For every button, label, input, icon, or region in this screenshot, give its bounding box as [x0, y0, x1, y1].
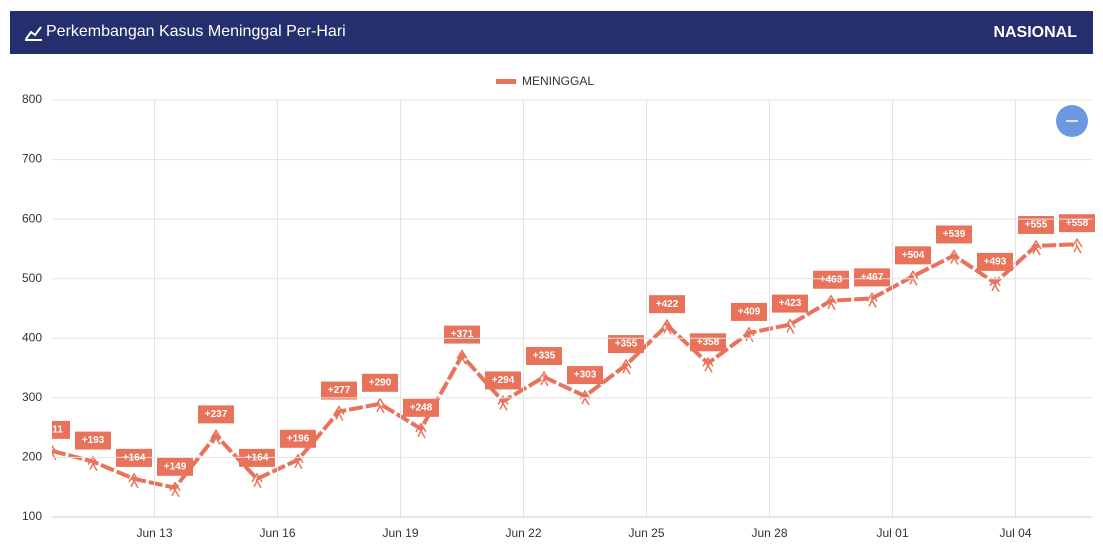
value-label-box: [813, 270, 849, 289]
value-label-box: [649, 295, 685, 314]
value-label-box: [977, 252, 1013, 271]
value-label: +164: [246, 453, 269, 464]
value-label-box: [198, 405, 234, 424]
marker: [743, 326, 755, 343]
value-label: +371: [451, 329, 474, 340]
region: NASIONAL: [993, 24, 1077, 41]
marker: [251, 472, 263, 489]
value-label: +423: [779, 298, 802, 309]
value-label-box: [1018, 215, 1054, 234]
value-label-box: [608, 335, 644, 354]
x-tick-label: Jul 01: [876, 526, 908, 540]
value-label-box: [936, 225, 972, 244]
chart-icon: [25, 26, 42, 41]
x-tick-label: Jul 04: [999, 526, 1031, 540]
marker: [989, 276, 1001, 293]
value-label-box: [403, 398, 439, 417]
x-tick-label: Jun 13: [136, 526, 172, 540]
value-label-box: [157, 457, 193, 476]
y-tick-label: 500: [22, 271, 42, 285]
value-label-box: [854, 268, 890, 287]
marker: [456, 349, 468, 365]
marker: [784, 318, 796, 334]
value-label: +193: [82, 435, 105, 446]
marker: [497, 395, 509, 411]
value-label: +196: [287, 433, 310, 444]
y-tick-label: 100: [22, 509, 42, 523]
value-label: +467: [861, 272, 884, 283]
marker: [415, 422, 427, 439]
value-label: +463: [820, 274, 843, 285]
y-tick-label: 200: [22, 450, 42, 464]
marker: [333, 405, 345, 421]
marker: [948, 249, 960, 265]
value-label: +422: [656, 299, 679, 310]
y-tick-label: 600: [22, 211, 42, 225]
x-tick-label: Jun 19: [382, 526, 418, 540]
value-label-box: [444, 325, 480, 344]
marker: [128, 472, 140, 489]
marker: [538, 370, 550, 387]
y-tick-label: 800: [22, 92, 42, 106]
header: Perkembangan Kasus Meninggal Per-Hari NA…: [10, 11, 1093, 54]
marker: [866, 291, 878, 308]
value-label: +558: [1066, 218, 1089, 229]
value-label: +294: [492, 375, 515, 386]
marker: [702, 356, 714, 373]
marker: [169, 481, 181, 498]
marker: [292, 453, 304, 470]
value-label: +539: [943, 229, 966, 240]
y-tick-label: 700: [22, 152, 42, 166]
marker: [825, 294, 837, 311]
x-tick-label: Jun 22: [505, 526, 541, 540]
value-label: +355: [615, 339, 638, 350]
value-label: +358: [697, 337, 720, 348]
value-label-box: [731, 302, 767, 321]
marker: [1071, 237, 1083, 254]
value-label: +409: [738, 307, 761, 318]
x-tick-label: Jun 28: [751, 526, 787, 540]
value-label-box: [362, 373, 398, 392]
value-label: +277: [328, 385, 351, 396]
value-label: +237: [205, 409, 228, 420]
value-label: +303: [574, 370, 597, 381]
value-label-box: [895, 246, 931, 265]
marker: [374, 397, 386, 414]
marker: [1030, 239, 1042, 256]
value-label-box: [485, 371, 521, 390]
value-label-box: [321, 381, 357, 400]
value-label-box: [526, 347, 562, 366]
x-tick-label: Jun 25: [628, 526, 664, 540]
value-label: +164: [123, 453, 146, 464]
legend-swatch: [496, 79, 516, 84]
line: [52, 242, 1078, 491]
value-label: +211: [41, 425, 63, 436]
value-label: +248: [410, 402, 433, 413]
value-label: +335: [533, 351, 556, 362]
marker: [620, 358, 632, 375]
value-label: +290: [369, 377, 392, 388]
marker: [661, 318, 673, 335]
x-tick-label: Jun 16: [259, 526, 295, 540]
value-label-box: [280, 429, 316, 448]
marker: [210, 428, 222, 445]
y-tick-label: 400: [22, 330, 42, 344]
value-label: +555: [1025, 220, 1048, 231]
value-label: +493: [984, 257, 1007, 268]
value-label: +504: [902, 250, 925, 261]
value-label-box: [52, 420, 70, 439]
value-label: +149: [164, 461, 187, 472]
chart-title: Perkembangan Kasus Meninggal Per-Hari: [46, 23, 346, 40]
legend-label: MENINGGAL: [522, 74, 594, 88]
value-label-box: [772, 294, 808, 313]
value-label-box: [75, 431, 111, 450]
y-tick-label: 300: [22, 390, 42, 404]
marker: [87, 455, 99, 471]
value-label-box: [567, 366, 603, 385]
